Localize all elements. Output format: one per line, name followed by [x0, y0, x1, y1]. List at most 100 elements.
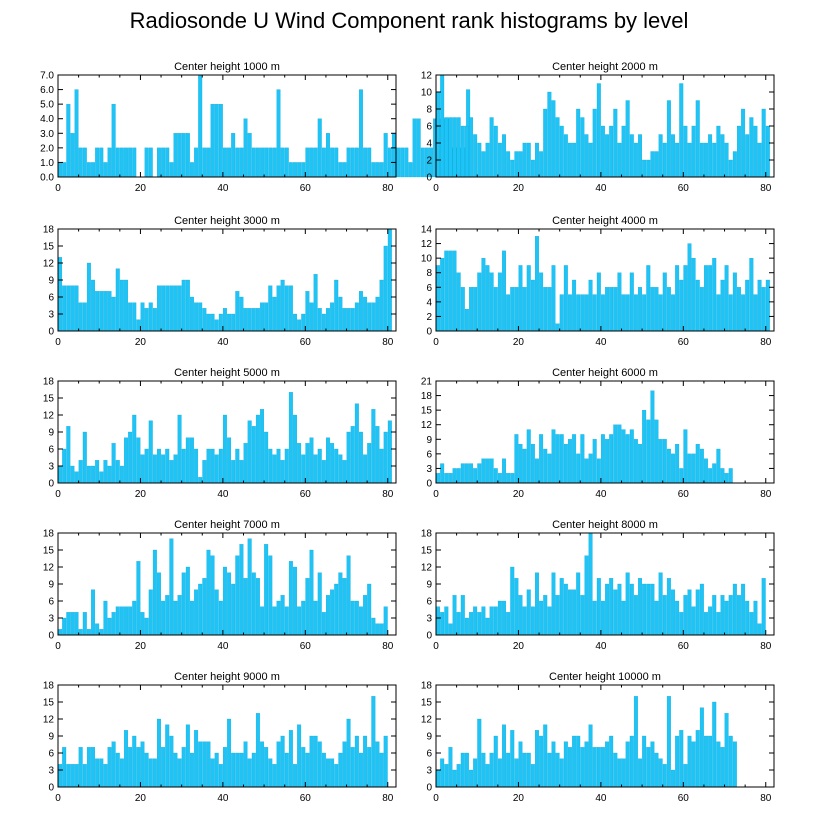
- bar: [518, 595, 523, 636]
- y-tick-label: 12: [421, 71, 433, 82]
- bar: [169, 735, 174, 788]
- bar: [284, 285, 289, 332]
- bar: [342, 460, 347, 484]
- bar: [429, 147, 434, 178]
- bar: [728, 294, 733, 332]
- bar: [497, 600, 502, 636]
- bar: [115, 268, 120, 332]
- bar: [227, 572, 232, 636]
- bar: [497, 758, 502, 788]
- bar: [367, 302, 372, 332]
- bar: [469, 117, 474, 178]
- bar: [99, 471, 104, 484]
- bar: [568, 142, 572, 178]
- bar: [157, 448, 161, 484]
- bar: [568, 589, 572, 636]
- bar: [334, 147, 339, 178]
- y-tick-label: 12: [421, 239, 433, 250]
- bar: [354, 302, 359, 332]
- bar: [596, 83, 601, 178]
- bar: [642, 159, 647, 178]
- bar: [592, 747, 597, 788]
- bar: [559, 294, 564, 332]
- bar: [481, 151, 486, 178]
- bar: [613, 752, 618, 788]
- bar: [481, 257, 486, 332]
- bar: [181, 747, 186, 788]
- y-tick-label: 18: [421, 681, 433, 692]
- bar: [173, 752, 178, 788]
- bar: [66, 426, 71, 484]
- y-tick-label: 10: [421, 88, 433, 99]
- bar: [276, 285, 281, 332]
- x-tick-label: 40: [595, 641, 607, 652]
- bar: [173, 285, 178, 332]
- bar: [115, 460, 120, 484]
- bar: [363, 454, 368, 484]
- bar: [584, 741, 589, 788]
- bar: [687, 735, 692, 788]
- bar: [691, 606, 696, 636]
- x-tick-label: 40: [217, 183, 229, 194]
- bar: [551, 429, 556, 484]
- bar: [326, 308, 330, 332]
- x-tick-label: 20: [135, 793, 147, 804]
- bar: [510, 159, 515, 178]
- bar: [321, 147, 326, 178]
- bar: [724, 600, 729, 636]
- bar: [99, 629, 104, 636]
- bar: [202, 460, 207, 484]
- bar: [58, 764, 63, 788]
- bar: [58, 629, 63, 636]
- bar: [712, 595, 717, 636]
- bar: [572, 142, 577, 178]
- bar: [379, 623, 384, 636]
- y-tick-label: 9: [48, 580, 54, 591]
- bar: [375, 296, 380, 332]
- bar: [559, 434, 564, 484]
- bar: [371, 302, 376, 332]
- bar: [728, 468, 733, 484]
- bar: [169, 285, 174, 332]
- bar: [387, 420, 392, 484]
- bar: [144, 147, 149, 178]
- bar: [95, 460, 100, 484]
- bar: [293, 162, 297, 178]
- bar: [452, 468, 457, 484]
- bar: [440, 257, 445, 332]
- bar: [584, 555, 589, 636]
- bar: [74, 612, 79, 636]
- bar: [629, 583, 634, 636]
- bar: [247, 308, 252, 332]
- bar: [600, 600, 605, 636]
- y-tick-label: 6: [48, 597, 54, 608]
- y-tick-label: 12: [421, 420, 433, 431]
- bar: [247, 538, 252, 636]
- bar: [206, 549, 211, 636]
- bar: [695, 730, 700, 788]
- bar: [288, 392, 293, 484]
- bar: [264, 544, 269, 636]
- bar: [448, 747, 453, 788]
- bar: [251, 426, 256, 484]
- bar: [675, 443, 680, 484]
- bar: [136, 747, 141, 788]
- y-tick-label: 15: [421, 406, 433, 417]
- bar: [448, 623, 453, 636]
- bar: [452, 117, 457, 178]
- bar: [444, 606, 449, 636]
- bar: [547, 752, 552, 788]
- bar: [662, 439, 667, 484]
- bar: [633, 696, 638, 788]
- bar: [724, 265, 729, 332]
- bar: [358, 291, 363, 332]
- bar: [107, 291, 112, 332]
- bar: [613, 108, 618, 178]
- y-tick-label: 12: [421, 563, 433, 574]
- bar: [543, 448, 548, 484]
- y-tick-label: 9: [48, 276, 54, 287]
- y-tick-label: 9: [426, 435, 432, 446]
- x-tick-label: 20: [135, 183, 147, 194]
- bar: [169, 538, 174, 636]
- bar: [161, 285, 166, 332]
